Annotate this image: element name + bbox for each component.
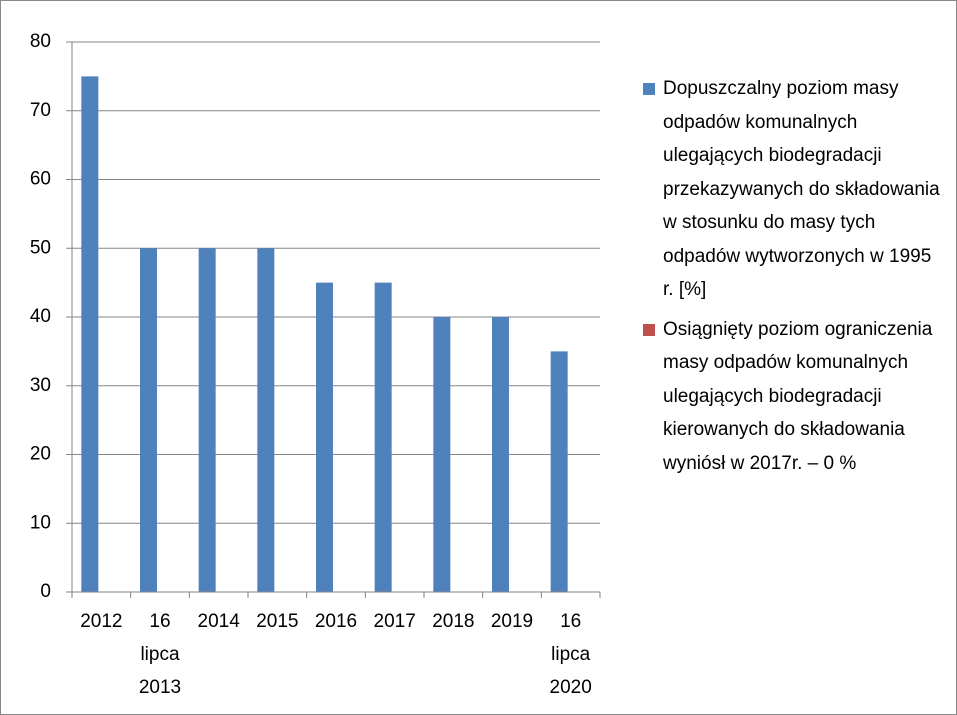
y-tick-label: 50: [30, 237, 51, 258]
legend-swatch: [643, 323, 655, 336]
legend-label: Osiągnięty poziom ograniczenia masy odpa…: [663, 318, 933, 474]
x-tick-label: 16 lipca 2020: [550, 611, 592, 698]
x-tick-label: 2012: [80, 611, 122, 632]
x-tick-label: 2015: [256, 611, 298, 632]
legend: Dopuszczalny poziom masy odpadów komunal…: [643, 72, 943, 486]
bar: [140, 248, 157, 592]
y-tick-label: 80: [30, 31, 51, 52]
y-tick-label: 0: [40, 581, 51, 602]
legend-item: Osiągnięty poziom ograniczenia masy odpa…: [643, 313, 943, 481]
y-tick-label: 70: [30, 100, 51, 121]
legend-label: Dopuszczalny poziom masy odpadów komunal…: [663, 78, 940, 300]
x-tick-label: 2017: [374, 611, 416, 632]
y-tick-label: 30: [30, 375, 51, 396]
bar: [316, 282, 333, 592]
bar: [492, 317, 509, 592]
x-tick-label: 2018: [432, 611, 474, 632]
y-tick-label: 20: [30, 444, 51, 465]
bar: [433, 317, 451, 592]
legend-item: Dopuszczalny poziom masy odpadów komunal…: [643, 72, 943, 307]
y-tick-label: 60: [30, 169, 51, 190]
bar: [374, 282, 392, 592]
bar: [550, 351, 568, 592]
bar: [81, 76, 99, 592]
x-tick-label: 2014: [198, 611, 241, 632]
legend-swatch: [643, 83, 655, 95]
x-tick-label: 2016: [315, 611, 357, 632]
y-tick-label: 40: [30, 306, 51, 327]
x-tick-label: 2019: [491, 611, 533, 632]
y-tick-label: 10: [30, 512, 51, 533]
bar: [257, 248, 275, 592]
bar: [198, 248, 216, 592]
x-tick-label: 16 lipca 2013: [139, 611, 181, 698]
